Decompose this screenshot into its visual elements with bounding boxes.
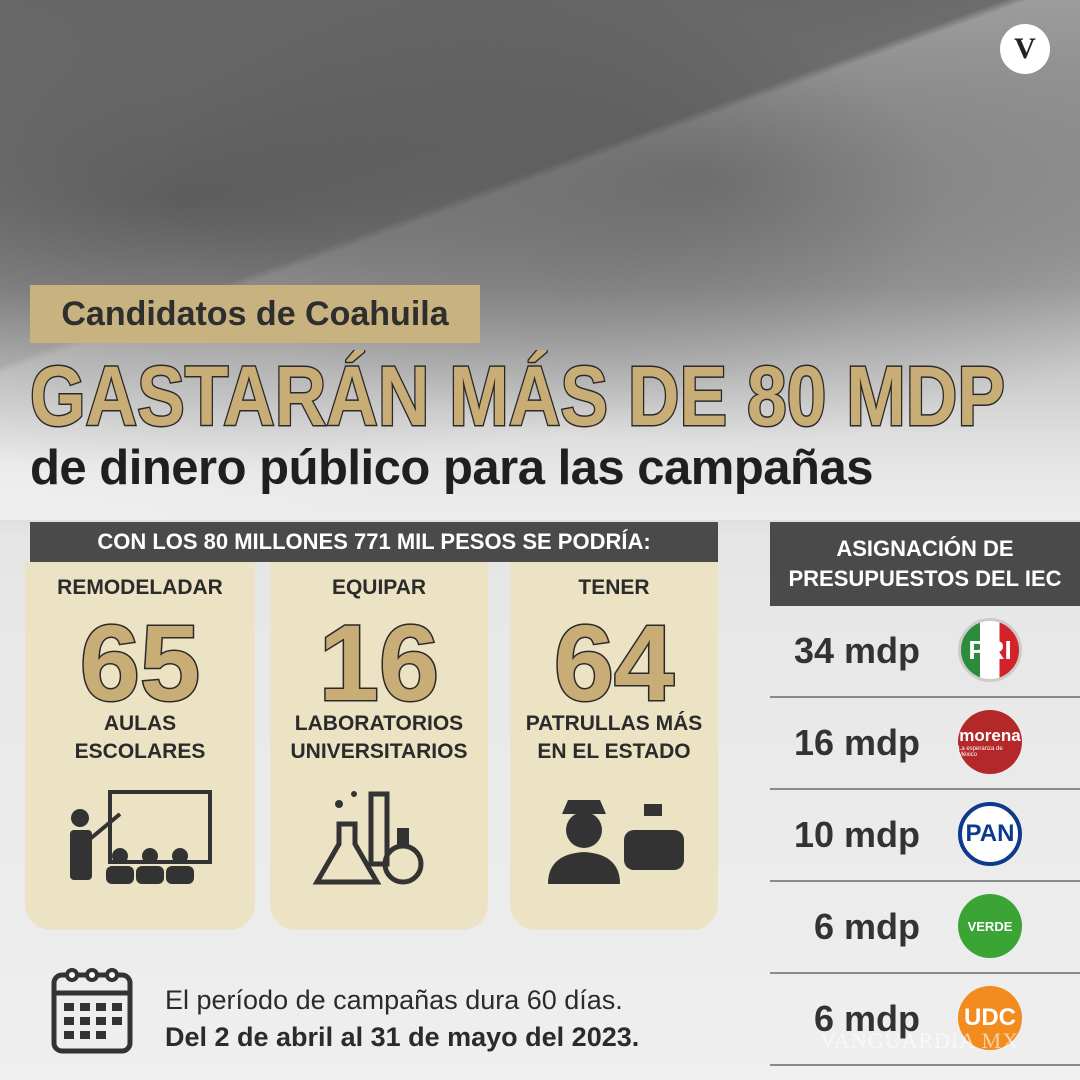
card-number: 16 — [319, 602, 439, 712]
card-number-svg: 64 — [552, 602, 675, 712]
card-icon — [312, 791, 424, 885]
card-lines: LABORATORIOS UNIVERSITARIOS — [270, 710, 488, 766]
use-card: EQUIPAR 16 LABORATORIOS UNIVERSITARIOS — [270, 562, 488, 930]
budget-row: 10 mdp PAN — [770, 790, 1080, 882]
budget-title: ASIGNACIÓN DE PRESUPUESTOS DEL IEC — [770, 522, 1080, 606]
card-line: PATRULLAS MÁS — [525, 712, 703, 735]
card-verb: EQUIPAR — [331, 576, 427, 599]
card-number: 64 — [554, 602, 674, 712]
party-name: PAN — [965, 820, 1015, 847]
card-lines: AULAS ESCOLARES — [25, 710, 255, 766]
amount: 10 mdp — [793, 814, 920, 855]
budget-title-line: ASIGNACIÓN DE — [836, 536, 1014, 561]
use-card: REMODELADAR 65 AULAS ESCOLARES — [25, 562, 255, 930]
amount: 6 mdp — [813, 906, 920, 947]
footer-line: El período de campañas dura 60 días. — [165, 985, 623, 1015]
card-line: UNIVERSITARIOS — [290, 740, 468, 763]
card-number-svg: 65 — [78, 602, 201, 712]
card-line: EN EL ESTADO — [537, 740, 691, 763]
headline: GASTARÁN MÁS DE 80 MDP — [30, 350, 1005, 440]
amount: 34 mdp — [793, 630, 920, 671]
budget-row: 6 mdp VERDE — [770, 882, 1080, 974]
party-name: PRI — [968, 634, 1012, 665]
use-card: TENER 64 PATRULLAS MÁS EN EL ESTADO — [510, 562, 718, 930]
card-icon — [70, 790, 212, 884]
kicker: Candidatos de Coahuila — [30, 285, 480, 343]
card-lines: PATRULLAS MÁS EN EL ESTADO — [510, 710, 718, 766]
party-name: morena — [959, 726, 1021, 745]
card-verb: REMODELADAR — [57, 576, 223, 599]
card-line: ESCOLARES — [74, 740, 206, 763]
amount: 6 mdp — [813, 998, 920, 1039]
party-name: VERDE — [967, 918, 1013, 934]
amount: 16 mdp — [793, 722, 920, 763]
budget-title-line: PRESUPUESTOS DEL IEC — [788, 566, 1062, 591]
calendar-icon — [51, 968, 133, 1054]
party-tagline: La esperanza de México — [958, 746, 1003, 758]
subhead: de dinero público para las campañas — [30, 441, 874, 495]
party-logo: morena La esperanza de México — [958, 710, 1022, 774]
party-logo: PAN — [958, 802, 1022, 866]
card-number-svg: 16 — [317, 602, 440, 712]
card-line: AULAS — [103, 712, 177, 735]
budget-row: 6 mdp UDC — [770, 974, 1080, 1066]
card-verb: TENER — [578, 576, 650, 599]
watermark: VANGUARDIA MX — [820, 1028, 1020, 1053]
card-line: LABORATORIOS — [294, 712, 464, 735]
footer-line: Del 2 de abril al 31 de mayo del 2023. — [165, 1022, 640, 1052]
party-logo: VERDE — [958, 894, 1022, 958]
card-icon — [548, 800, 684, 884]
headline-svg: GASTARÁN MÁS DE 80 MDP — [29, 350, 1007, 440]
budget-row: 16 mdp morena La esperanza de México — [770, 698, 1080, 790]
budget-row: 34 mdp PRI — [770, 606, 1080, 698]
banknote-photo — [0, 0, 1080, 520]
party-name: UDC — [964, 1004, 1016, 1031]
card-number: 65 — [80, 602, 200, 712]
logo: V — [1000, 24, 1050, 74]
party-logo: PRI — [958, 618, 1022, 682]
uses-title: CON LOS 80 MILLONES 771 MIL PESOS SE POD… — [30, 522, 718, 562]
party-logo: UDC — [958, 986, 1022, 1050]
